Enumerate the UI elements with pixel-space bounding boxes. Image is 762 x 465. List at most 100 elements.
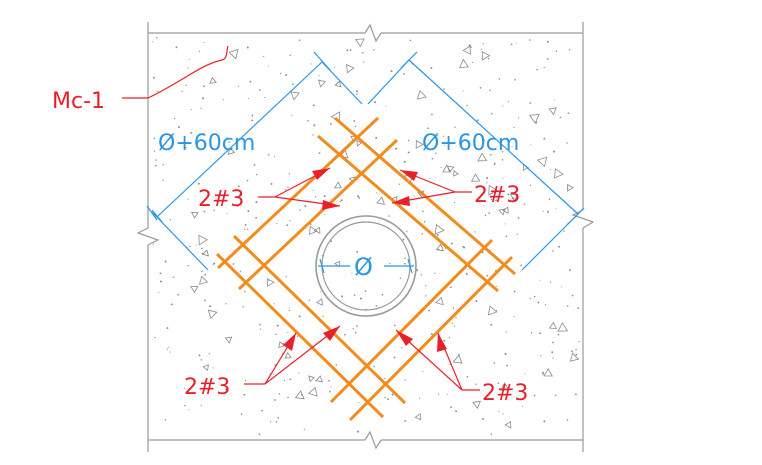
concrete-dot [200, 404, 202, 407]
concrete-dot [542, 373, 544, 375]
concrete-dot [566, 142, 568, 144]
concrete-dot [513, 126, 515, 129]
concrete-dot [381, 293, 384, 296]
concrete-aggregate-triangle [356, 139, 363, 147]
concrete-dot [539, 332, 542, 335]
concrete-aggregate-triangle [500, 382, 510, 391]
concrete-dot [542, 371, 544, 374]
concrete-dot [481, 417, 484, 420]
concrete-dot [356, 430, 359, 433]
concrete-dot [246, 46, 249, 49]
concrete-dot [511, 146, 513, 148]
concrete-dot [497, 382, 500, 384]
dimension-label-left: Ø+60cm [158, 131, 255, 156]
concrete-dot [504, 352, 507, 355]
concrete-aggregate-triangle [284, 351, 292, 359]
concrete-dot [502, 105, 504, 107]
concrete-dot [491, 112, 493, 115]
concrete-dot [518, 117, 520, 119]
concrete-aggregate-triangle [477, 152, 488, 162]
concrete-dot [356, 93, 358, 95]
concrete-dot [204, 273, 207, 276]
concrete-dot [399, 277, 402, 279]
concrete-dot [298, 39, 301, 41]
concrete-dot [160, 280, 162, 283]
concrete-dot [313, 125, 315, 127]
concrete-dot [513, 315, 515, 317]
concrete-dot [226, 137, 228, 139]
concrete-dot [569, 269, 571, 271]
concrete-dot [571, 350, 573, 353]
concrete-dot [340, 199, 343, 202]
concrete-dot [428, 309, 430, 312]
concrete-dot [256, 173, 258, 176]
concrete-dot [197, 182, 200, 185]
concrete-dot [284, 188, 287, 191]
concrete-dot [318, 152, 321, 154]
concrete-aggregate-triangle [462, 45, 471, 55]
concrete-dot [303, 428, 305, 431]
dim-left-tick [313, 51, 331, 71]
concrete-dot [330, 386, 332, 388]
concrete-dot [493, 162, 496, 165]
concrete-dot [549, 281, 552, 283]
concrete-dot [276, 223, 278, 225]
concrete-dot [563, 230, 565, 232]
concrete-dot [312, 134, 314, 136]
concrete-dot [296, 335, 299, 338]
concrete-dot [552, 341, 554, 344]
concrete-dot [393, 356, 396, 359]
concrete-aggregate-triangle [308, 375, 315, 383]
concrete-dot [177, 126, 180, 129]
concrete-dot [489, 89, 491, 91]
concrete-dot [308, 299, 311, 301]
concrete-dot [242, 306, 244, 308]
concrete-dot [187, 198, 189, 200]
concrete-dot [287, 396, 289, 399]
concrete-dot [455, 316, 457, 318]
concrete-dot [152, 76, 155, 79]
concrete-dot [287, 331, 289, 334]
concrete-dot [450, 286, 452, 288]
concrete-dot [470, 46, 472, 48]
concrete-dot [504, 223, 506, 225]
concrete-dot [407, 139, 410, 142]
concrete-dot [393, 324, 396, 327]
concrete-dot [404, 420, 407, 422]
concrete-dot [341, 295, 343, 298]
concrete-dot [240, 413, 243, 415]
bars-label-lower-left: 2#3 [184, 375, 230, 400]
concrete-aggregate-triangle [190, 211, 199, 219]
concrete-dot [524, 373, 526, 375]
arrowhead-ur-2 [392, 196, 410, 206]
concrete-dot [152, 244, 154, 246]
mark-label: Mc-1 [52, 89, 105, 114]
concrete-dot [486, 177, 489, 179]
concrete-dot [188, 59, 190, 61]
concrete-dot [287, 186, 289, 189]
concrete-dot [363, 61, 365, 63]
concrete-aggregate-triangle [453, 170, 459, 177]
concrete-dot [289, 378, 292, 381]
concrete-dot [264, 96, 266, 99]
concrete-dot [304, 205, 307, 208]
arrowhead-ul-2 [322, 200, 340, 210]
concrete-dot [344, 333, 346, 336]
concrete-aggregate-triangle [509, 193, 519, 202]
concrete-dot [154, 336, 156, 339]
concrete-dot [152, 241, 155, 244]
concrete-dot [543, 66, 545, 69]
concrete-dot [480, 48, 482, 50]
concrete-dot [175, 46, 178, 49]
concrete-aggregate-triangle [481, 51, 491, 61]
concrete-aggregate-triangle [290, 91, 300, 101]
concrete-dot [356, 250, 359, 253]
concrete-dot [201, 270, 203, 273]
concrete-aggregate-triangle [434, 223, 445, 235]
concrete-dot [490, 198, 493, 200]
concrete-dot [493, 163, 496, 166]
concrete-dot [537, 301, 540, 304]
concrete-dot [443, 339, 446, 342]
concrete-dot [155, 159, 157, 161]
concrete-dot [185, 84, 188, 87]
